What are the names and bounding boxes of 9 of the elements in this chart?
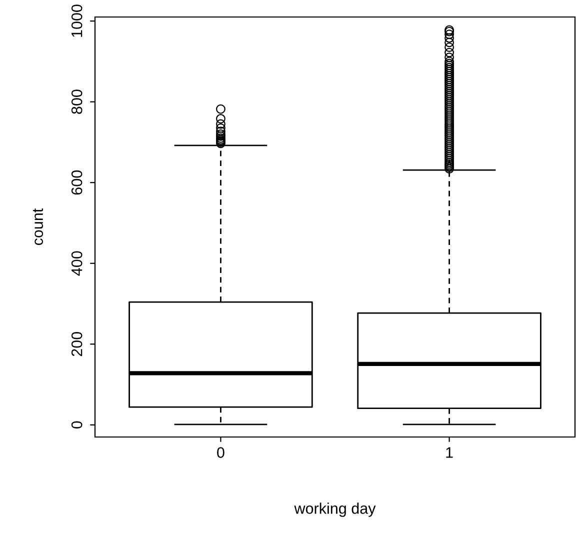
y-tick-label: 200 xyxy=(71,332,82,356)
y-tick-label: 800 xyxy=(71,90,82,114)
y-tick-label: 0 xyxy=(71,421,82,429)
x-axis-title: working day xyxy=(294,502,376,517)
y-axis-title: count xyxy=(32,208,44,246)
y-tick-label: 600 xyxy=(71,170,82,195)
x-tick-label: 1 xyxy=(446,447,453,458)
y-tick-label: 400 xyxy=(71,251,82,276)
y-tick-label: 1000 xyxy=(71,4,82,37)
